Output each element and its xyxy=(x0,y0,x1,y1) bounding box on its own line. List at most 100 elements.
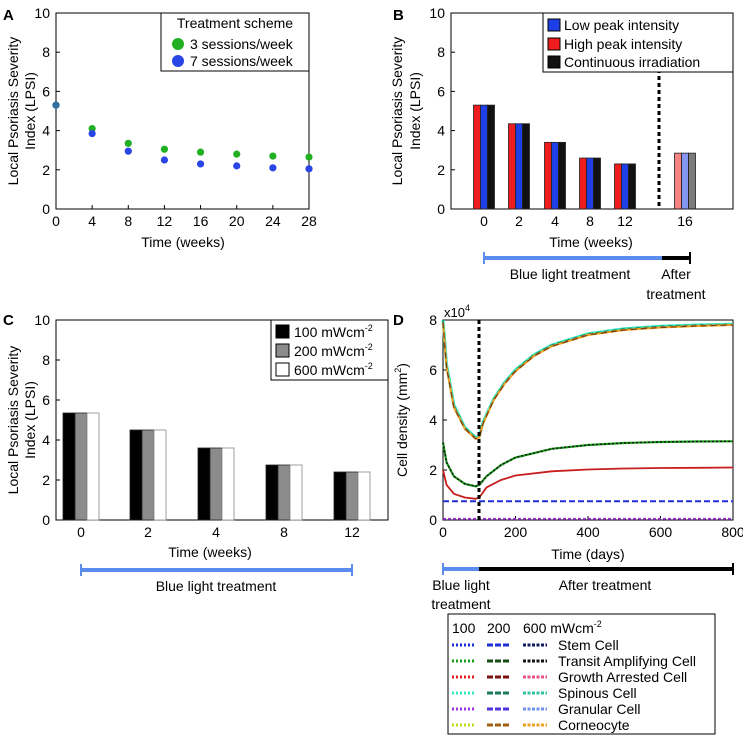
panel-a-xtick-label: 8 xyxy=(124,213,132,229)
panel-b-bar-high-peak-intensity xyxy=(508,123,516,210)
panel-a-xtick-label: 12 xyxy=(157,213,173,229)
panel-a-xtick-label: 28 xyxy=(301,213,317,229)
panel-d-ylabel: Cell density (mm2) xyxy=(393,363,410,477)
panel-d-after-label: After treatment xyxy=(559,577,652,593)
panel-d-xtick-label: 200 xyxy=(504,524,528,540)
panel-c-ytick-label: 10 xyxy=(34,312,50,328)
panel-a-point-7-sessions xyxy=(305,165,313,173)
panel-a-xlabel: Time (weeks) xyxy=(141,234,225,250)
panel-a-ytick-label: 2 xyxy=(42,162,50,178)
panel-d-axes-box xyxy=(442,319,734,521)
panel-c-xtick-label: 12 xyxy=(344,524,360,540)
legend-swatch-600 xyxy=(275,362,290,377)
panel-c-ytick-label: 6 xyxy=(42,392,50,408)
panel-b-after-label-line1: After xyxy=(661,266,691,282)
panel-c-xlabel: Time (weeks) xyxy=(168,544,252,560)
panel-a-ylabel-line1: Local Psoriasis Severity xyxy=(5,37,21,186)
panel-a-xtick-label: 24 xyxy=(265,213,281,229)
panel-a-xtick-label: 16 xyxy=(193,213,209,229)
panel-b-xlabel: Time (weeks) xyxy=(549,234,633,250)
panel-c-ylabel-line2: Index (LPSI) xyxy=(22,381,38,459)
panel-d-treatment-label-line2: treatment xyxy=(431,596,490,612)
panel-a-ytick-label: 0 xyxy=(42,201,50,217)
panel-d-multiplier: x104 xyxy=(444,303,470,320)
panel-b: 0 2 4 6 8 10 0 2 4 8 12 16 Time (weeks) Local Psori… xyxy=(389,5,734,302)
panel-a-point-7-sessions xyxy=(196,160,205,168)
panel-b-ytick-label: 10 xyxy=(429,5,445,21)
panel-b-xtick-label: 4 xyxy=(551,213,559,229)
panel-b-bar-low-peak-intensity xyxy=(551,141,559,210)
panel-b-legend-box xyxy=(542,12,734,73)
panel-c-ytick-label: 0 xyxy=(42,512,50,528)
panel-b-bar-low-peak-intensity xyxy=(681,152,689,210)
panel-b-bar-low-peak-intensity xyxy=(586,157,594,210)
panel-c-bar-200 xyxy=(209,447,223,521)
legend-label-600: 600 mWcm-2 xyxy=(294,361,373,378)
panel-b-bar-continuous-irradiation xyxy=(593,157,601,210)
panel-d-treatment-label-line1: Blue light xyxy=(432,577,490,593)
panel-a-point-3-sessions xyxy=(124,139,132,147)
panel-c-ylabel-line1: Local Psoriasis Severity xyxy=(5,346,21,495)
legend-swatch-100 xyxy=(275,324,290,339)
panel-c-xtick-label: 0 xyxy=(77,524,85,540)
panel-b-ylabel-line2: Index (LPSI) xyxy=(407,72,423,150)
panel-b-bar-continuous-irradiation xyxy=(628,163,636,210)
panel-d-xtick-label: 600 xyxy=(649,524,673,540)
panel-b-bar-low-peak-intensity xyxy=(480,104,488,210)
panel-d-line-transit-amplifying-cell xyxy=(442,440,734,488)
panel-d-line-corneocyte xyxy=(442,322,734,440)
panel-d-line-growth-arrested-cell xyxy=(442,466,734,500)
panel-a-xtick-label: 0 xyxy=(52,213,60,229)
panel-c-ytick-label: 8 xyxy=(42,352,50,368)
panel-a-point-3-sessions xyxy=(269,152,277,160)
panel-b-bar-continuous-irradiation xyxy=(558,141,566,210)
panel-a-ytick-label: 4 xyxy=(42,123,50,139)
panel-b-xtick-label: 16 xyxy=(677,213,693,229)
panel-c-bar-600 xyxy=(289,464,303,521)
panel-d-legend-label: Granular Cell xyxy=(558,701,640,717)
legend-label-3-sessions: 3 sessions/week xyxy=(190,36,294,52)
panel-d-legend-label: Growth Arrested Cell xyxy=(558,669,687,685)
legend-label-continuous: Continuous irradiation xyxy=(564,54,700,70)
panel-d-xtick-label: 0 xyxy=(439,524,447,540)
panel-d-legend-label: Spinous Cell xyxy=(558,685,637,701)
panel-d-ytick-label: 0 xyxy=(429,512,437,528)
panel-c-xtick-label: 4 xyxy=(212,524,220,540)
panel-c-bar-100 xyxy=(129,429,143,521)
panel-b-ytick-label: 4 xyxy=(437,123,445,139)
legend-label-low-peak: Low peak intensity xyxy=(564,17,679,33)
panel-d-ytick-label: 2 xyxy=(429,462,437,478)
panel-b-ytick-label: 2 xyxy=(437,162,445,178)
legend-label-100: 100 mWcm-2 xyxy=(294,323,373,340)
panel-c-bar-600 xyxy=(357,471,371,521)
panel-c-bar-200 xyxy=(141,429,155,521)
panel-a-ylabel-line2: Index (LPSI) xyxy=(22,72,38,150)
panel-d-line-spinous-cell xyxy=(441,319,734,440)
panel-c-xtick-label: 2 xyxy=(144,524,152,540)
panel-b-bar-high-peak-intensity xyxy=(579,157,587,210)
panel-c-bar-100 xyxy=(62,412,76,521)
panel-c-bar-200 xyxy=(345,471,359,521)
panel-c-bar-600 xyxy=(86,412,100,521)
panel-b-xtick-label: 12 xyxy=(617,213,633,229)
panel-d-legend-box xyxy=(447,613,716,735)
panel-c-bar-600 xyxy=(221,447,235,521)
legend-header-100: 100 xyxy=(452,620,476,636)
panel-a-point-3-sessions xyxy=(196,148,205,156)
panel-b-legend: Low peak intensity High peak intensity C… xyxy=(542,12,734,73)
panel-a-point-7-sessions xyxy=(233,162,241,170)
panel-a-point-3-sessions xyxy=(305,153,313,161)
panel-a-legend-box xyxy=(160,12,310,72)
panel-a-ytick-label: 8 xyxy=(42,44,50,60)
panel-a-xtick-label: 20 xyxy=(229,213,245,229)
panel-c-legend-box xyxy=(270,319,389,381)
panel-d-xtick-label: 400 xyxy=(576,524,600,540)
panel-d-xlabel: Time (days) xyxy=(551,546,624,562)
panel-b-ytick-label: 8 xyxy=(437,44,445,60)
panel-b-bar-continuous-irradiation xyxy=(522,123,530,210)
panel-b-bar-high-peak-intensity xyxy=(674,152,682,210)
panel-c: 0 2 4 6 8 10 0 2 4 8 12 Time (weeks) Local Psorias… xyxy=(5,312,389,594)
legend-marker-3-sessions xyxy=(172,38,184,50)
